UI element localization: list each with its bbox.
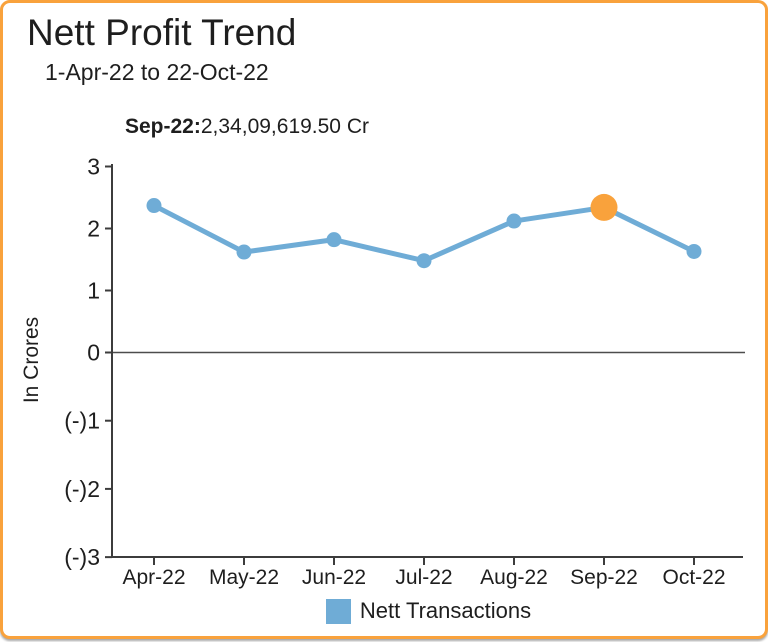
highlighted-data-point[interactable]	[590, 193, 618, 221]
y-axis-title: In Crores	[20, 317, 43, 403]
y-tick-label: 2	[87, 216, 100, 242]
y-tick-label: (-)2	[64, 476, 100, 502]
tooltip-category-label: Sep-22:	[125, 115, 201, 138]
highlight-tooltip: Sep-22:2,34,09,619.50 Cr	[125, 114, 369, 140]
x-tick-label: Sep-22	[570, 566, 638, 589]
x-tick-label: Aug-22	[480, 566, 548, 589]
data-point[interactable]	[686, 243, 702, 259]
x-tick-label: Jun-22	[302, 566, 366, 589]
legend-swatch	[325, 598, 351, 624]
data-point[interactable]	[236, 244, 252, 260]
x-tick-label: Apr-22	[122, 566, 185, 589]
data-point[interactable]	[506, 213, 522, 229]
chart-legend[interactable]: Nett Transactions	[112, 598, 745, 624]
y-tick-label: 3	[87, 154, 100, 180]
x-tick-label: Oct-22	[662, 566, 725, 589]
data-point[interactable]	[326, 232, 342, 248]
tooltip-value: 2,34,09,619.50 Cr	[200, 115, 369, 138]
y-tick-label: (-)3	[64, 544, 100, 570]
x-tick-label: Jul-22	[395, 566, 452, 589]
y-tick-label: 1	[87, 278, 100, 304]
x-tick-label: May-22	[209, 566, 279, 589]
date-range-subtitle: 1-Apr-22 to 22-Oct-22	[45, 59, 269, 85]
page-title: Nett Profit Trend	[27, 12, 297, 53]
y-tick-label: 0	[87, 340, 100, 366]
data-point[interactable]	[146, 198, 162, 214]
legend-label: Nett Transactions	[359, 598, 532, 623]
y-tick-label: (-)1	[64, 408, 100, 434]
data-point[interactable]	[416, 253, 432, 269]
